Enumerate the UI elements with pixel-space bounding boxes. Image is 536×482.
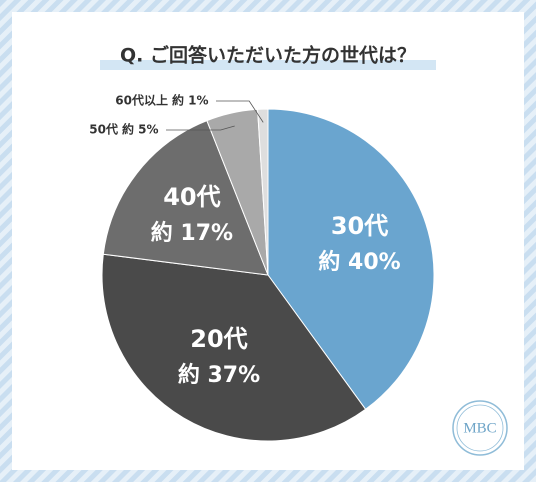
watermark: MBC bbox=[463, 420, 496, 436]
outside-category-label: 60代以上 bbox=[115, 93, 168, 108]
pie-slice bbox=[267, 108, 435, 410]
slice-category-label: 30代 bbox=[331, 212, 388, 240]
leader-line bbox=[166, 125, 235, 131]
slice-value-label: 約 40% bbox=[318, 249, 400, 275]
outside-value-label: 約 5% bbox=[122, 122, 159, 137]
chart-title: Q. ご回答いただいた方の世代は？ bbox=[120, 44, 416, 67]
pie-slice bbox=[257, 108, 269, 276]
slice-value-label: 約 17% bbox=[151, 220, 233, 246]
pie-slice bbox=[102, 120, 269, 276]
outside-value-label: 約 1% bbox=[172, 93, 209, 108]
title-highlight bbox=[100, 60, 436, 70]
slice-category-label: 40代 bbox=[163, 183, 220, 211]
pie-slice bbox=[101, 253, 367, 442]
outside-category-label: 50代 bbox=[89, 122, 118, 137]
leader-line bbox=[216, 100, 264, 123]
watermark-logo: MBC bbox=[452, 400, 508, 456]
slice-category-label: 20代 bbox=[190, 325, 247, 353]
slice-value-label: 約 37% bbox=[178, 362, 260, 388]
